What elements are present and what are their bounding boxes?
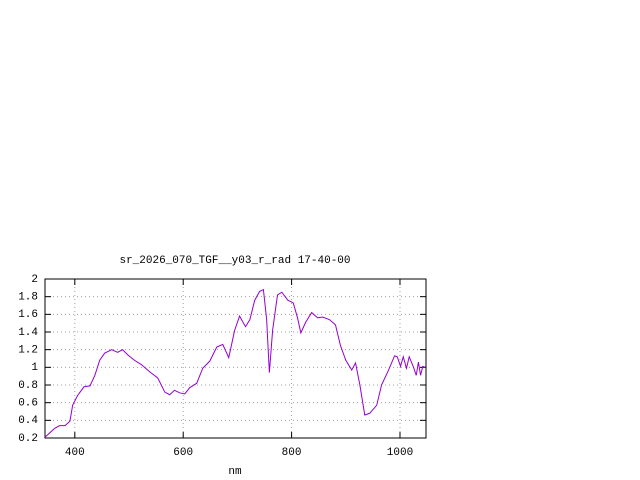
y-tick-label: 1.6 bbox=[18, 309, 38, 321]
x-tick-label: 800 bbox=[282, 447, 302, 459]
y-tick-label: 1.8 bbox=[18, 292, 38, 304]
chart-title: sr_2026_070_TGF__y03_r_rad 17-40-00 bbox=[119, 255, 350, 267]
data-line bbox=[44, 288, 426, 438]
plot-border bbox=[44, 278, 427, 439]
x-tick-label: 600 bbox=[173, 447, 193, 459]
y-tick-label: 1.4 bbox=[18, 327, 38, 339]
y-tick-label: 2 bbox=[31, 274, 38, 286]
y-tick-label: 1.2 bbox=[18, 345, 38, 357]
y-tick-label: 0.6 bbox=[18, 398, 38, 410]
y-tick-label: 0.2 bbox=[18, 433, 38, 445]
x-axis-label: nm bbox=[228, 466, 242, 478]
x-tick-label: 400 bbox=[65, 447, 85, 459]
y-tick-label: 0.4 bbox=[18, 415, 38, 427]
y-tick-label: 1 bbox=[31, 362, 38, 374]
x-tick-label: 1000 bbox=[387, 447, 413, 459]
y-tick-label: 0.8 bbox=[18, 380, 38, 392]
